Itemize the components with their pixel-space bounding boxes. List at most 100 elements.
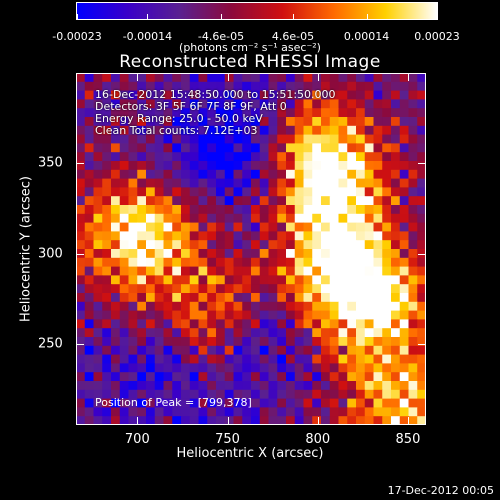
heatmap-cell xyxy=(119,398,129,408)
heatmap-cell xyxy=(111,266,121,276)
heatmap-cell xyxy=(76,117,86,127)
heatmap-cell xyxy=(417,143,426,153)
heatmap-cell xyxy=(373,187,383,197)
heatmap-cell xyxy=(329,73,339,83)
heatmap-cell xyxy=(347,293,357,303)
heatmap-cell xyxy=(181,398,191,408)
heatmap-cell xyxy=(198,389,208,400)
heatmap-cell xyxy=(128,196,138,206)
heatmap-cell xyxy=(181,381,191,391)
heatmap-cell xyxy=(303,293,313,303)
heatmap-cell xyxy=(364,222,374,232)
heatmap-cell xyxy=(347,398,357,408)
heatmap-cell xyxy=(259,231,269,241)
heatmap-cell xyxy=(417,389,426,400)
heatmap-cell xyxy=(286,416,296,425)
heatmap-cell xyxy=(338,125,348,136)
heatmap-cell xyxy=(338,354,348,364)
heatmap-cell xyxy=(399,257,409,268)
heatmap-cell xyxy=(312,187,322,197)
heatmap-cell xyxy=(277,372,287,382)
heatmap-cell xyxy=(268,293,278,303)
heatmap-cell xyxy=(347,134,357,144)
heatmap-cell xyxy=(172,416,182,425)
heatmap-cell xyxy=(189,205,199,215)
heatmap-cell xyxy=(347,249,357,259)
heatmap-cell xyxy=(172,301,182,312)
heatmap-cell xyxy=(338,222,348,232)
heatmap-cell xyxy=(216,117,226,127)
heatmap-cell xyxy=(93,249,103,259)
heatmap-cell xyxy=(364,407,374,417)
heatmap-cell xyxy=(216,319,226,329)
heatmap-cell xyxy=(356,134,366,144)
heatmap-cell xyxy=(198,187,208,197)
heatmap-cell xyxy=(102,240,112,250)
heatmap-cell xyxy=(294,249,304,259)
heatmap-cell xyxy=(321,389,331,400)
heatmap-cell xyxy=(128,328,138,338)
heatmap-cell xyxy=(251,213,261,224)
heatmap-cell xyxy=(189,275,199,285)
heatmap-cell xyxy=(338,81,348,92)
heatmap-cell xyxy=(216,222,226,232)
heatmap-cell xyxy=(417,178,426,188)
heatmap-cell xyxy=(408,117,418,127)
heatmap-cell xyxy=(312,99,322,109)
heatmap-cell xyxy=(312,266,322,276)
heatmap-cell xyxy=(224,73,234,83)
heatmap-cell xyxy=(233,372,243,382)
heatmap-cell xyxy=(286,381,296,391)
heatmap-cell xyxy=(181,266,191,276)
heatmap-cell xyxy=(146,134,156,144)
heatmap-cell xyxy=(207,337,217,347)
heatmap-cell xyxy=(242,345,252,356)
heatmap-cell xyxy=(321,196,331,206)
heatmap-cell xyxy=(321,187,331,197)
heatmap-cell xyxy=(172,108,182,118)
heatmap-cell xyxy=(321,240,331,250)
heatmap-cell xyxy=(338,345,348,356)
heatmap-cell xyxy=(312,389,322,400)
heatmap-cell xyxy=(146,328,156,338)
heatmap-cell xyxy=(216,187,226,197)
y-tick-label: 250 xyxy=(38,336,63,352)
heatmap-cell xyxy=(146,257,156,268)
heatmap-cell xyxy=(294,240,304,250)
heatmap-cell xyxy=(102,354,112,364)
heatmap-cell xyxy=(338,73,348,83)
heatmap-cell xyxy=(286,301,296,312)
heatmap-cell xyxy=(154,73,164,83)
heatmap-cell xyxy=(417,345,426,356)
heatmap-cell xyxy=(224,266,234,276)
heatmap-cell xyxy=(347,213,357,224)
heatmap-cell xyxy=(268,284,278,294)
heatmap-cell xyxy=(382,231,392,241)
heatmap-cell xyxy=(277,90,287,100)
heatmap-cell xyxy=(391,125,401,136)
heatmap-cell xyxy=(373,328,383,338)
heatmap-cell xyxy=(154,293,164,303)
heatmap-cell xyxy=(154,284,164,294)
heatmap-cell xyxy=(356,293,366,303)
heatmap-cell xyxy=(312,205,322,215)
heatmap-cell xyxy=(321,222,331,232)
heatmap-cell xyxy=(391,152,401,162)
heatmap-cell xyxy=(356,222,366,232)
heatmap-cell xyxy=(128,398,138,408)
heatmap-cell xyxy=(338,108,348,118)
heatmap-cell xyxy=(373,73,383,83)
heatmap-cell xyxy=(119,81,129,92)
heatmap-cell xyxy=(312,337,322,347)
heatmap-cell xyxy=(399,134,409,144)
heatmap-cell xyxy=(312,284,322,294)
heatmap-cell xyxy=(93,389,103,400)
heatmap-cell xyxy=(102,143,112,153)
heatmap-cell xyxy=(181,117,191,127)
heatmap-cell xyxy=(329,337,339,347)
heatmap-cell xyxy=(146,205,156,215)
heatmap-cell xyxy=(251,99,261,109)
heatmap-cell xyxy=(259,125,269,136)
heatmap-cell xyxy=(189,301,199,312)
heatmap-cell xyxy=(294,125,304,136)
